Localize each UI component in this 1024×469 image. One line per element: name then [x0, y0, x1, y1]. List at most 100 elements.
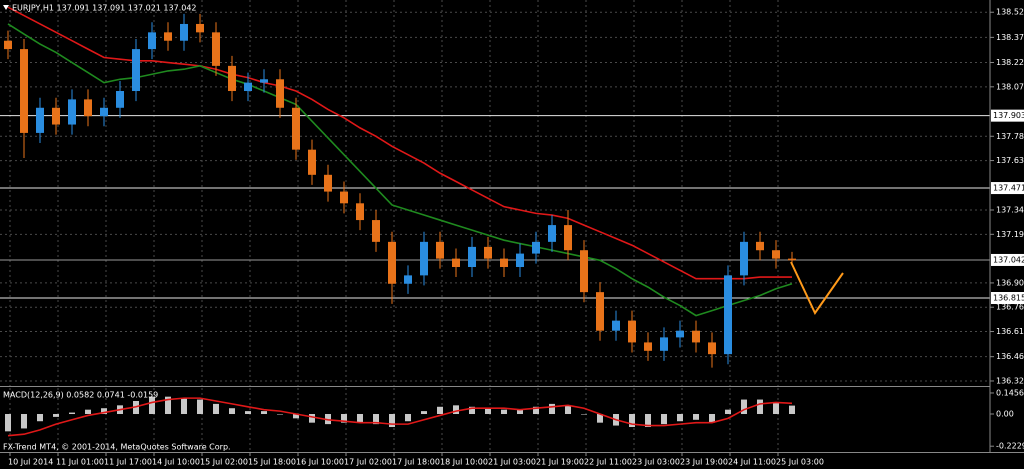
- y-tick-label: 136.320: [996, 376, 1024, 385]
- macd-bar: [261, 411, 267, 415]
- candle-body: [324, 174, 332, 192]
- macd-bar: [85, 409, 91, 415]
- symbol-marker: [3, 5, 9, 10]
- chart-title: EURJPY,H1 137.091 137.091 137.021 137.04…: [12, 4, 197, 13]
- y-tick-label: 137.635: [996, 156, 1024, 165]
- y2-tick-label: 0.00: [996, 410, 1014, 419]
- macd-bar: [149, 396, 155, 415]
- x-tick-label: 23 Jul 19:00: [680, 458, 728, 467]
- candle-body: [548, 225, 556, 242]
- x-tick-label: 24 Jul 11:00: [728, 458, 776, 467]
- macd-bar: [629, 414, 635, 428]
- macd-bar: [101, 408, 107, 415]
- candle-body: [788, 258, 796, 261]
- macd-bar: [581, 414, 587, 415]
- macd-bar: [773, 402, 779, 415]
- level-label: 137.903: [993, 111, 1024, 120]
- macd-bar: [501, 409, 507, 415]
- candle-body: [692, 330, 700, 343]
- candle-body: [436, 241, 444, 259]
- candle-body: [68, 99, 76, 125]
- candle-body: [100, 107, 108, 117]
- macd-bar: [357, 414, 363, 423]
- candle-body: [756, 241, 764, 251]
- x-tick-label: 17 Jul 02:00: [344, 458, 392, 467]
- y-tick-label: 136.905: [996, 278, 1024, 287]
- candle-body: [340, 191, 348, 204]
- candle-body: [644, 342, 652, 351]
- candle-body: [244, 82, 252, 92]
- macd-bar: [5, 414, 11, 432]
- y-tick-label: 136.760: [996, 303, 1024, 312]
- candle-body: [612, 320, 620, 331]
- macd-bar: [549, 403, 555, 415]
- x-tick-label: 11 Jul 17:00: [104, 458, 152, 467]
- macd-bar: [661, 414, 667, 425]
- y-tick-label: 137.195: [996, 230, 1024, 239]
- level-label-box: [991, 292, 1024, 305]
- candle-body: [724, 275, 732, 355]
- candle-body: [468, 246, 476, 267]
- candle-body: [580, 250, 588, 293]
- macd-bar: [469, 406, 475, 415]
- macd-bar: [373, 414, 379, 425]
- y-tick-label: 138.220: [996, 58, 1024, 67]
- y-tick-label: 138.370: [996, 33, 1024, 42]
- candle-body: [36, 107, 44, 133]
- candle-body: [596, 292, 604, 331]
- macd-bar: [725, 409, 731, 415]
- macd-bar: [405, 414, 411, 422]
- x-tick-label: 10 Jul 2014: [8, 458, 53, 467]
- level-label-box: [991, 182, 1024, 195]
- candle-body: [484, 246, 492, 259]
- candle-body: [116, 91, 124, 108]
- macd-bar: [789, 405, 795, 415]
- candle-body: [532, 241, 540, 254]
- y-tick-label: 138.520: [996, 8, 1024, 17]
- y-tick-label: 136.615: [996, 327, 1024, 336]
- candle-body: [660, 337, 668, 351]
- macd-bar: [517, 409, 523, 415]
- macd-bar: [693, 414, 699, 420]
- indicator-title: MACD(12,26,9) 0.0582 0.0741 -0.0159: [3, 391, 158, 400]
- candle-body: [772, 250, 780, 259]
- macd-bar: [645, 414, 651, 428]
- y-tick-label: 136.465: [996, 352, 1024, 361]
- y-tick-label: 137.340: [996, 206, 1024, 215]
- x-tick-label: 17 Jul 18:00: [392, 458, 440, 467]
- candle-body: [500, 258, 508, 267]
- x-tick-label: 14 Jul 10:00: [152, 458, 200, 467]
- level-label-box: [991, 109, 1024, 122]
- macd-bar: [21, 414, 27, 429]
- macd-bar: [757, 399, 763, 415]
- macd-bar: [677, 414, 683, 422]
- candle-body: [260, 79, 268, 83]
- level-label: 136.815: [993, 294, 1024, 303]
- macd-bar: [709, 414, 715, 423]
- y-tick-label: 137.780: [996, 132, 1024, 141]
- candle-body: [708, 342, 716, 355]
- x-tick-label: 15 Jul 02:00: [200, 458, 248, 467]
- macd-bar: [293, 414, 299, 419]
- level-label: 137.471: [993, 184, 1024, 193]
- candle-body: [564, 225, 572, 251]
- macd-bar: [437, 406, 443, 415]
- macd-bar: [69, 412, 75, 415]
- candle-body: [388, 241, 396, 284]
- x-tick-label: 22 Jul 11:00: [584, 458, 632, 467]
- candle-body: [132, 49, 140, 92]
- macd-bar: [53, 414, 59, 417]
- y2-tick-label: 0.1456: [996, 388, 1024, 397]
- candle-body: [164, 32, 172, 41]
- candle-body: [452, 258, 460, 267]
- candle-body: [84, 99, 92, 117]
- candle-body: [20, 49, 28, 133]
- macd-bar: [741, 399, 747, 415]
- x-tick-label: 15 Jul 18:00: [248, 458, 296, 467]
- y2-tick-label: -0.2229: [996, 442, 1024, 451]
- macd-signal: [7, 397, 793, 437]
- candle-body: [148, 32, 156, 50]
- candle-body: [740, 241, 748, 276]
